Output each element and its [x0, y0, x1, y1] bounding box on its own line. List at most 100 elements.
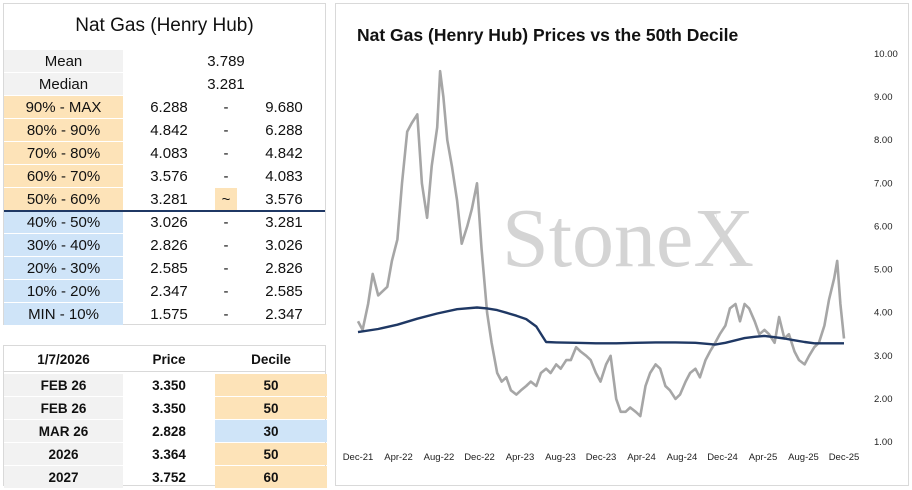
- y-tick-label: 7.00: [874, 178, 893, 189]
- decile-separator: -: [223, 168, 229, 185]
- stonex-watermark: StoneX ®: [502, 192, 754, 285]
- price-chart-svg: Nat Gas (Henry Hub) Prices vs the 50th D…: [343, 25, 898, 463]
- decile-row: 50% - 60% 3.281 ~3.576: [4, 188, 325, 211]
- y-tick-label: 5.00: [874, 265, 893, 276]
- header-divider: [4, 371, 325, 372]
- decile-high: 3.281: [265, 214, 303, 231]
- median-value: 3.281: [207, 76, 245, 93]
- median-divider: [4, 210, 325, 212]
- decile-row: MIN - 10% 1.575 - 2.347: [4, 303, 325, 326]
- x-tick-label: Aug-25: [788, 452, 819, 463]
- decile-label: 80% - 90%: [4, 119, 123, 141]
- mean-label: Mean: [4, 50, 123, 72]
- decile-low: 2.826: [150, 237, 188, 254]
- decile-label: MIN - 10%: [4, 303, 123, 325]
- x-tick-label: Dec-22: [464, 452, 495, 463]
- decile-low: 4.083: [150, 145, 188, 162]
- decile-row: 30% - 40% 2.826 - 3.026: [4, 234, 325, 257]
- y-tick-label: 10.00: [874, 49, 898, 60]
- decile-low: 6.288: [150, 99, 188, 116]
- x-tick-label: Dec-24: [707, 452, 738, 463]
- contract-name: 2026: [4, 443, 123, 465]
- mean-value: 3.789: [207, 53, 245, 70]
- contract-row: FEB 26 3.350 50: [4, 397, 327, 420]
- contract-price: 3.350: [152, 401, 186, 416]
- y-tick-label: 3.00: [874, 351, 893, 362]
- median-label: Median: [4, 73, 123, 95]
- x-tick-label: Dec-25: [829, 452, 860, 463]
- contract-name: FEB 26: [4, 397, 123, 419]
- chart-title: Nat Gas (Henry Hub) Prices vs the 50th D…: [357, 25, 739, 45]
- decile-row: 10% - 20% 2.347 - 2.585: [4, 280, 325, 303]
- x-tick-label: Dec-21: [343, 452, 374, 463]
- decile-low: 3.026: [150, 214, 188, 231]
- decile-low: 3.281: [150, 191, 188, 208]
- y-tick-label: 2.00: [874, 394, 893, 405]
- decile-high: 4.083: [265, 168, 303, 185]
- series-layer: [356, 69, 846, 418]
- x-axis: Dec-21 Apr-22 Aug-22 Dec-22 Apr-23 Aug-23 Dec-…: [343, 452, 860, 463]
- decile-separator: -: [223, 260, 229, 277]
- contract-row: 2026 3.364 50: [4, 443, 327, 466]
- price-chart: Nat Gas (Henry Hub) Prices vs the 50th D…: [335, 3, 909, 486]
- decile-row: 40% - 50% 3.026 - 3.281: [4, 211, 325, 234]
- decile-row: 70% - 80% 4.083 - 4.842: [4, 142, 325, 165]
- decile-label: 40% - 50%: [4, 211, 123, 233]
- contract-price: 2.828: [152, 424, 186, 439]
- x-tick-label: Apr-23: [506, 452, 535, 463]
- x-tick-label: Aug-23: [545, 452, 576, 463]
- contract-row: FEB 26 3.350 50: [4, 374, 327, 397]
- decile-high: 4.842: [265, 145, 303, 162]
- y-tick-label: 9.00: [874, 92, 893, 103]
- decile-low: 4.842: [150, 122, 188, 139]
- contract-row: MAR 26 2.828 30: [4, 420, 327, 443]
- watermark-text: StoneX: [502, 192, 754, 285]
- contract-table-header: 1/7/2026 Price Decile: [4, 348, 325, 371]
- y-axis: 1.00 2.00 3.00 4.00 5.00 6.00 7.00 8.00 9.00 10.0…: [874, 49, 898, 448]
- decile-separator: -: [223, 99, 229, 116]
- x-tick-label: Dec-23: [586, 452, 617, 463]
- x-tick-label: Apr-24: [627, 452, 656, 463]
- decile-separator: -: [223, 145, 229, 162]
- x-tick-label: Apr-22: [384, 452, 413, 463]
- decile-stats-table: Nat Gas (Henry Hub) Mean 3.789 Median 3.…: [3, 3, 326, 325]
- contract-decile: 50: [215, 374, 327, 396]
- decile-label: 10% - 20%: [4, 280, 123, 302]
- y-tick-label: 8.00: [874, 135, 893, 146]
- decile-label: 20% - 30%: [4, 257, 123, 279]
- watermark-registered: ®: [708, 209, 717, 223]
- header-decile: Decile: [251, 352, 291, 367]
- decile-separator: -: [223, 306, 229, 323]
- decile-row: 90% - MAX 6.288 - 9.680: [4, 96, 325, 119]
- contract-price: 3.364: [152, 447, 186, 462]
- median-row: Median 3.281: [4, 73, 325, 96]
- decile-high: 9.680: [265, 99, 303, 116]
- decile-separator: -: [223, 283, 229, 300]
- y-tick-label: 1.00: [874, 437, 893, 448]
- decile-separator: -: [223, 214, 229, 231]
- decile-label: 30% - 40%: [4, 234, 123, 256]
- decile-separator: ~: [215, 188, 237, 210]
- x-tick-label: Apr-25: [749, 452, 778, 463]
- decile-low: 1.575: [150, 306, 188, 323]
- header-date: 1/7/2026: [37, 352, 90, 367]
- decile-separator: -: [223, 237, 229, 254]
- contract-price: 3.350: [152, 378, 186, 393]
- decile-high: 2.585: [265, 283, 303, 300]
- decile-row: 60% - 70% 3.576 - 4.083: [4, 165, 325, 188]
- contract-decile: 60: [215, 466, 327, 488]
- decile-low: 2.347: [150, 283, 188, 300]
- decile-row: 20% - 30% 2.585 - 2.826: [4, 257, 325, 280]
- decile-high: 2.826: [265, 260, 303, 277]
- contract-price: 3.752: [152, 470, 186, 485]
- decile-row: 80% - 90% 4.842 - 6.288: [4, 119, 325, 142]
- decile-high: 3.576: [265, 191, 303, 208]
- decile-label: 90% - MAX: [4, 96, 123, 118]
- decile-label: 60% - 70%: [4, 165, 123, 187]
- decile-high: 2.347: [265, 306, 303, 323]
- decile-separator: -: [223, 122, 229, 139]
- contract-name: 2027: [4, 466, 123, 488]
- contract-decile-table: 1/7/2026 Price Decile FEB 26 3.350 50 FEB 2…: [3, 345, 327, 488]
- decile-label: 50% - 60%: [4, 188, 123, 210]
- contract-decile: 30: [215, 420, 327, 442]
